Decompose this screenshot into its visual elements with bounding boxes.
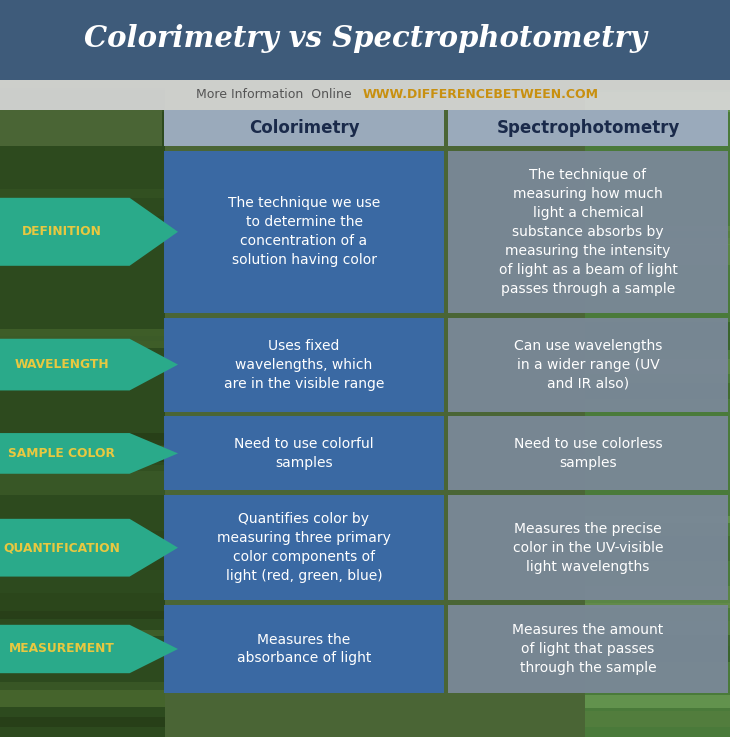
FancyBboxPatch shape [585, 231, 730, 238]
Text: Colorimetry: Colorimetry [249, 119, 359, 137]
FancyBboxPatch shape [585, 92, 730, 113]
FancyBboxPatch shape [585, 694, 730, 708]
FancyBboxPatch shape [164, 151, 444, 312]
FancyBboxPatch shape [585, 383, 730, 399]
Polygon shape [0, 433, 178, 474]
FancyBboxPatch shape [448, 495, 728, 600]
FancyBboxPatch shape [0, 453, 165, 462]
FancyBboxPatch shape [448, 151, 728, 312]
FancyBboxPatch shape [0, 630, 165, 636]
Text: WWW.DIFFERENCEBETWEEN.COM: WWW.DIFFERENCEBETWEEN.COM [363, 88, 599, 102]
FancyBboxPatch shape [0, 465, 165, 489]
FancyBboxPatch shape [0, 471, 165, 495]
FancyBboxPatch shape [164, 605, 444, 693]
FancyBboxPatch shape [448, 605, 728, 693]
Text: QUANTIFICATION: QUANTIFICATION [3, 541, 120, 554]
FancyBboxPatch shape [585, 360, 730, 374]
Text: Quantifies color by
measuring three primary
color components of
light (red, gree: Quantifies color by measuring three prim… [217, 512, 391, 583]
FancyBboxPatch shape [164, 416, 444, 490]
Text: Spectrophotometry: Spectrophotometry [496, 119, 680, 137]
Text: The technique we use
to determine the
concentration of a
solution having color: The technique we use to determine the co… [228, 196, 380, 268]
FancyBboxPatch shape [0, 80, 730, 110]
FancyBboxPatch shape [0, 189, 165, 198]
FancyBboxPatch shape [585, 635, 730, 662]
FancyBboxPatch shape [585, 244, 730, 265]
Text: SAMPLE COLOR: SAMPLE COLOR [8, 447, 115, 460]
FancyBboxPatch shape [0, 0, 730, 80]
Text: WAVELENGTH: WAVELENGTH [15, 358, 109, 371]
FancyBboxPatch shape [164, 318, 444, 411]
FancyBboxPatch shape [0, 611, 165, 619]
FancyBboxPatch shape [585, 517, 730, 523]
Text: Need to use colorful
samples: Need to use colorful samples [234, 437, 374, 470]
FancyBboxPatch shape [585, 90, 730, 737]
Text: Need to use colorless
samples: Need to use colorless samples [514, 437, 662, 470]
Text: Can use wavelengths
in a wider range (UV
and IR also): Can use wavelengths in a wider range (UV… [514, 338, 662, 391]
FancyBboxPatch shape [585, 322, 730, 350]
FancyBboxPatch shape [0, 91, 165, 112]
Text: Measures the
absorbance of light: Measures the absorbance of light [237, 632, 371, 666]
FancyBboxPatch shape [0, 336, 165, 341]
FancyBboxPatch shape [0, 717, 165, 727]
FancyBboxPatch shape [448, 416, 728, 490]
FancyBboxPatch shape [585, 586, 730, 608]
FancyBboxPatch shape [0, 433, 165, 446]
FancyBboxPatch shape [0, 531, 165, 548]
FancyBboxPatch shape [0, 690, 165, 707]
FancyBboxPatch shape [0, 216, 165, 233]
Text: More Information  Online: More Information Online [196, 88, 360, 102]
FancyBboxPatch shape [0, 593, 165, 618]
FancyBboxPatch shape [164, 110, 444, 146]
FancyBboxPatch shape [448, 318, 728, 411]
FancyBboxPatch shape [585, 604, 730, 609]
Text: DEFINITION: DEFINITION [22, 226, 101, 238]
FancyBboxPatch shape [585, 226, 730, 245]
Polygon shape [0, 519, 178, 576]
Text: MEASUREMENT: MEASUREMENT [9, 643, 115, 655]
FancyBboxPatch shape [0, 329, 165, 348]
Text: The technique of
measuring how much
light a chemical
substance absorbs by
measur: The technique of measuring how much ligh… [499, 168, 677, 296]
FancyBboxPatch shape [0, 110, 162, 146]
FancyBboxPatch shape [0, 445, 165, 453]
Polygon shape [0, 198, 178, 266]
FancyBboxPatch shape [0, 551, 165, 570]
FancyBboxPatch shape [164, 495, 444, 600]
Polygon shape [0, 339, 178, 391]
Text: Measures the amount
of light that passes
through the sample: Measures the amount of light that passes… [512, 623, 664, 675]
FancyBboxPatch shape [448, 110, 728, 146]
FancyBboxPatch shape [585, 711, 730, 727]
Text: Measures the precise
color in the UV-visible
light wavelengths: Measures the precise color in the UV-vis… [512, 522, 664, 573]
FancyBboxPatch shape [0, 90, 165, 737]
FancyBboxPatch shape [0, 88, 165, 110]
FancyBboxPatch shape [0, 682, 165, 707]
FancyBboxPatch shape [585, 621, 730, 646]
FancyBboxPatch shape [0, 440, 165, 446]
Text: Colorimetry vs Spectrophotometry: Colorimetry vs Spectrophotometry [83, 24, 647, 53]
FancyBboxPatch shape [585, 536, 730, 562]
Text: Uses fixed
wavelengths, which
are in the visible range: Uses fixed wavelengths, which are in the… [224, 338, 384, 391]
Polygon shape [0, 625, 178, 673]
